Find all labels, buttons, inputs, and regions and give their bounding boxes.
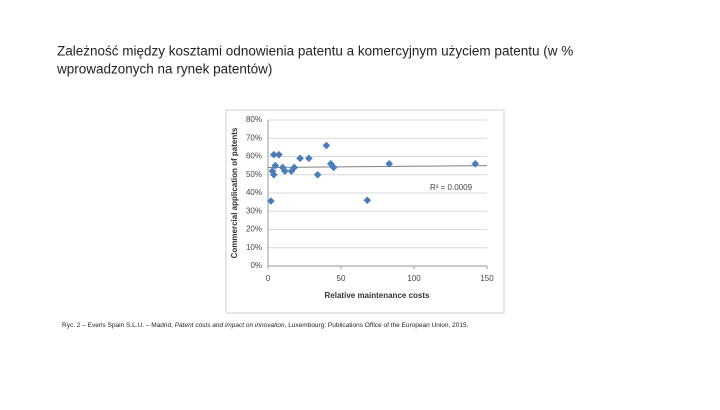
y-tick-label: 10% (246, 243, 262, 252)
y-tick-label: 50% (246, 170, 262, 179)
x-axis-label: Relative maintenance costs (325, 291, 430, 300)
x-tick-label: 0 (266, 274, 271, 283)
data-point (329, 163, 338, 172)
caption-part: , Luxembourg: Publications Office of the… (285, 322, 469, 329)
data-point (305, 154, 313, 163)
data-point (271, 161, 280, 170)
caption-part: Patent costs and impact on innovation (175, 322, 285, 329)
y-tick-label: 20% (246, 225, 262, 234)
x-tick-label: 150 (480, 274, 494, 283)
data-point (471, 160, 480, 168)
y-tick-label: 60% (246, 152, 262, 161)
y-tick-label: 30% (246, 206, 262, 215)
x-tick-label: 50 (337, 274, 346, 283)
heading-line: Zależność między kosztami odnowienia pat… (57, 44, 573, 59)
data-point (278, 163, 287, 172)
data-point (313, 170, 322, 179)
data-point (385, 160, 393, 168)
y-axis-label: Commercial application of patents (230, 127, 239, 258)
y-tick-label: 70% (246, 133, 262, 142)
data-point (287, 167, 296, 175)
trendline (267, 165, 488, 168)
data-point (326, 160, 335, 168)
data-point (275, 150, 283, 159)
data-point (281, 167, 289, 175)
y-tick-label: 0% (250, 261, 262, 270)
y-tick-label: 40% (246, 188, 262, 197)
data-point (296, 154, 304, 163)
heading-line: wprowadzonych na rynek patentów) (56, 62, 272, 77)
data-point (270, 150, 278, 159)
data-point (322, 141, 331, 150)
data-point (363, 196, 372, 205)
data-point (270, 170, 278, 179)
data-point (290, 163, 299, 172)
annotation: R² = 0.0009 (430, 183, 473, 192)
x-tick-label: 100 (407, 274, 421, 283)
caption: Ryc. 2 – Everis Spain S.L.U. – Madrid, P… (62, 322, 469, 329)
caption-part: Ryc. 2 – Everis Spain S.L.U. – Madrid, (62, 322, 175, 329)
data-point (267, 197, 275, 205)
y-tick-label: 80% (246, 115, 262, 124)
